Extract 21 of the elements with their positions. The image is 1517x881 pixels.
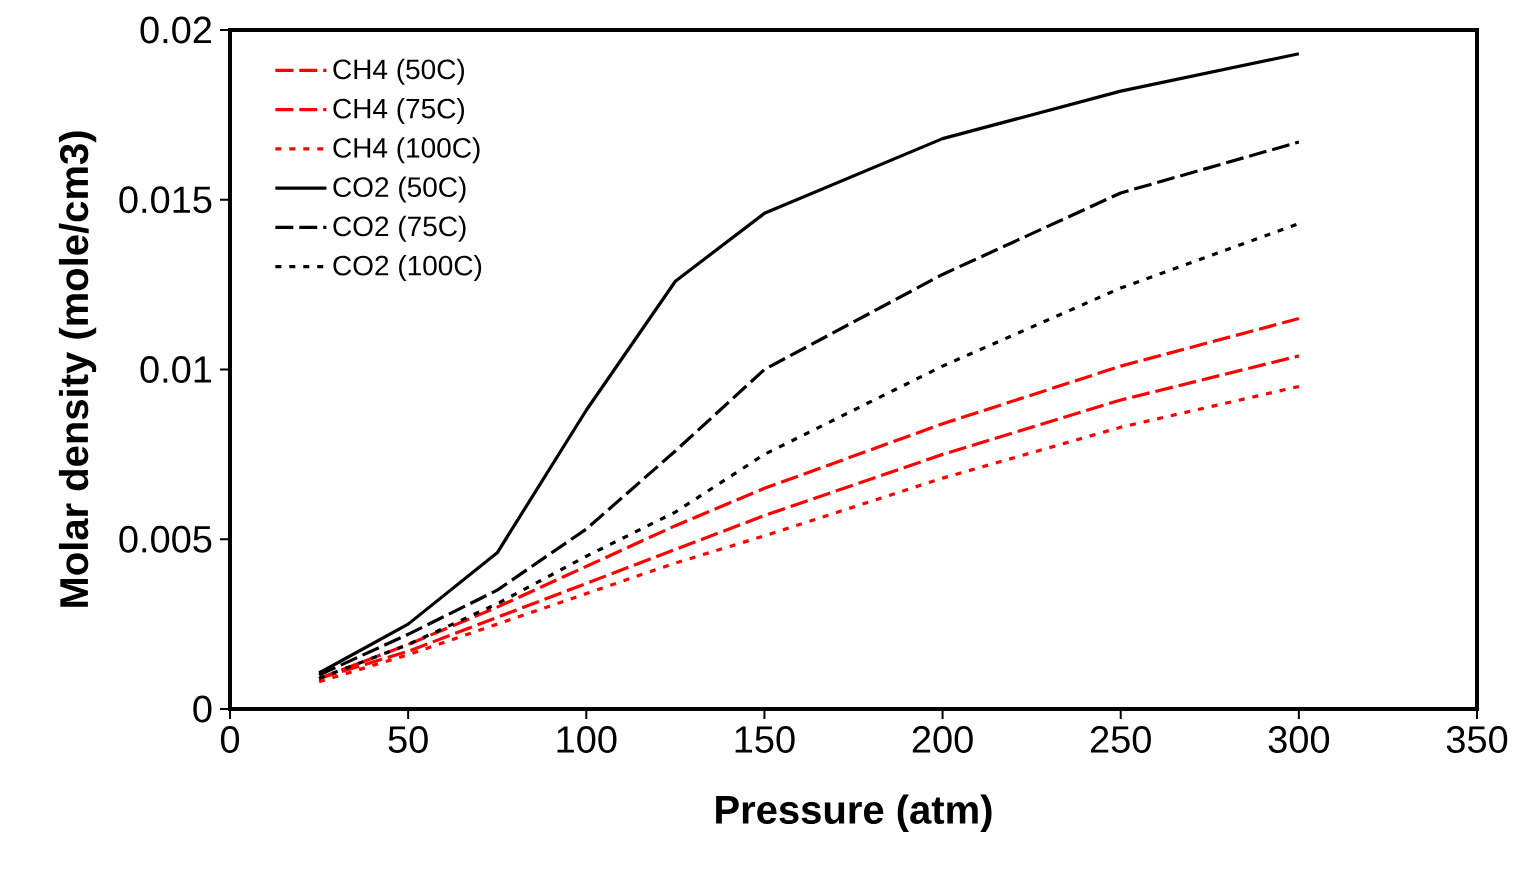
legend-label: CH4 (100C)	[333, 137, 480, 164]
x-tick-label: 150	[735, 726, 795, 753]
y-tick-label: 0	[193, 695, 212, 723]
x-tick-label: 100	[557, 726, 617, 753]
x-tick-label: 0	[220, 726, 240, 753]
legend-label: CO2 (75C)	[333, 215, 466, 242]
y-tick-label: 0.02	[140, 16, 212, 44]
y-tick-label: 0.005	[119, 525, 212, 553]
y-tick-label: 0.015	[119, 186, 212, 214]
x-tick-label: 300	[1268, 726, 1330, 753]
x-axis-title: Pressure (atm)	[716, 794, 992, 832]
legend-label: CO2 (100C)	[333, 254, 482, 282]
y-tick-label: 0.01	[140, 356, 212, 383]
legend-label: CH4 (75C)	[333, 97, 465, 125]
legend-label: CH4 (50C)	[333, 58, 465, 85]
x-tick-label: 200	[912, 726, 973, 753]
x-tick-label: 50	[388, 726, 428, 753]
x-tick-label: 250	[1090, 726, 1151, 753]
y-axis-title: Molar density (mole/cm3)	[58, 131, 97, 607]
legend-label: CO2 (50C)	[333, 176, 466, 203]
x-tick-label: 350	[1446, 726, 1508, 753]
